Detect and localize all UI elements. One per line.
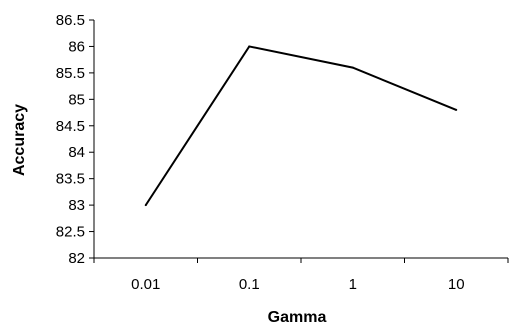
y-tick-label: 86 <box>68 38 85 55</box>
x-tick-labels: 0.01 0.1 1 10 <box>131 276 464 293</box>
y-tick-labels: 82 82.5 83 83.5 84 84.5 85 85.5 86 86.5 <box>56 12 85 267</box>
x-tick-label: 10 <box>448 276 465 293</box>
data-point <box>351 66 354 69</box>
x-tick-label: 0.01 <box>131 276 160 293</box>
y-tick-label: 82.5 <box>56 224 85 241</box>
series-line <box>144 45 457 206</box>
y-tick-label: 83.5 <box>56 171 85 188</box>
y-tick-label: 84 <box>68 144 85 161</box>
data-point <box>144 204 147 207</box>
x-tick-label: 1 <box>349 276 357 293</box>
data-point <box>455 108 458 111</box>
x-tick-label: 0.1 <box>239 276 260 293</box>
series-layer <box>144 45 458 207</box>
y-tick-label: 82 <box>68 250 85 267</box>
y-tick-label: 85 <box>68 91 85 108</box>
y-tick-label: 85.5 <box>56 65 85 82</box>
axes <box>89 19 509 263</box>
y-tick-label: 86.5 <box>56 12 85 29</box>
x-axis-title: Gamma <box>268 309 327 326</box>
y-tick-label: 84.5 <box>56 118 85 135</box>
y-axis-title: Accuracy <box>11 104 28 176</box>
data-point <box>248 45 251 48</box>
y-tick-label: 83 <box>68 197 85 214</box>
